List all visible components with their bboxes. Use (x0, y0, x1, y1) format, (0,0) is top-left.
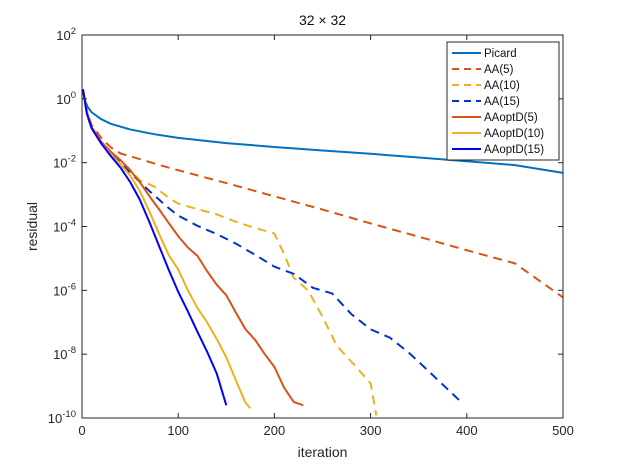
x-tick-label: 0 (78, 423, 85, 438)
x-tick-label: 100 (167, 423, 189, 438)
x-tick-label: 400 (456, 423, 478, 438)
legend-entry-label: AA(15) (484, 96, 520, 108)
legend-entry-label: AA(10) (484, 80, 520, 92)
y-tick-label: 10-4 (53, 218, 76, 235)
x-tick-label: 300 (360, 423, 382, 438)
y-axis-label: residual (24, 202, 40, 251)
y-tick-label: 10-6 (53, 281, 76, 298)
x-tick-label: 500 (552, 423, 574, 438)
legend-entry-label: Picard (484, 48, 517, 60)
series-line-aa-5 (81, 89, 564, 299)
series-line-aaoptd-10 (81, 89, 252, 410)
series-line-aaoptd-15 (81, 89, 228, 406)
y-tick-label: 10-10 (48, 409, 76, 426)
y-tick-label: 10-8 (53, 345, 76, 362)
series-line-aaoptd-5 (81, 89, 304, 407)
series-line-picard (81, 89, 564, 174)
legend-entry-label: AA(5) (484, 64, 514, 76)
legend-entry-label: AAoptD(5) (484, 112, 538, 124)
x-tick-label: 200 (264, 423, 286, 438)
chart-title: 32 × 32 (299, 12, 346, 28)
x-axis-label: iteration (298, 444, 348, 460)
series-line-aa-15 (81, 89, 463, 404)
legend-entry-label: AAoptD(15) (484, 144, 544, 156)
series-layer (81, 89, 564, 416)
tick-layer: 0 100 200 300 400 500 10-10 10-8 10-6 10-4 10-2 100… (48, 26, 574, 438)
series-line-aa-10 (81, 89, 378, 416)
legend-entry-label: AAoptD(10) (484, 128, 544, 140)
y-tick-label: 100 (56, 90, 76, 107)
y-tick-label: 10-2 (53, 154, 76, 171)
y-tick-label: 102 (56, 26, 76, 43)
legend: Picard AA(5) AA(10) AA(15) AAoptD(5) AAoptD(1… (446, 41, 560, 161)
